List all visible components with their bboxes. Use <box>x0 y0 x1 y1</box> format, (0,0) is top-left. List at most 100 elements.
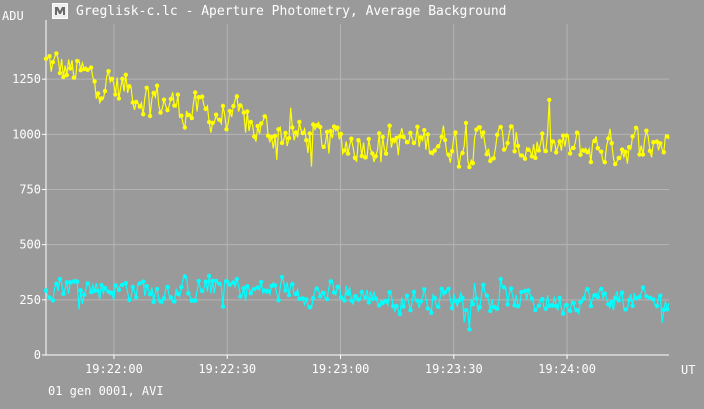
yellow-point <box>141 112 146 117</box>
cyan-point <box>498 277 503 282</box>
cyan-point <box>71 279 77 284</box>
yellow-point <box>290 125 295 130</box>
cyan-point <box>560 311 566 316</box>
cyan-point <box>602 291 607 296</box>
yellow-point <box>304 138 309 143</box>
yellow-point <box>470 161 476 166</box>
yellow-point <box>626 144 632 150</box>
yellow-point <box>300 130 305 136</box>
series-yellow <box>43 51 670 170</box>
cyan-point <box>394 303 399 309</box>
yellow-point <box>193 90 198 95</box>
cyan-point <box>585 287 590 292</box>
cyan-point <box>446 286 451 291</box>
yellow-point <box>50 59 56 65</box>
cyan-point <box>536 303 541 308</box>
yellow-point <box>651 140 656 145</box>
cyan-point <box>564 302 569 308</box>
yellow-point <box>505 140 510 146</box>
cyan-point <box>193 298 198 303</box>
yellow-point <box>95 91 101 96</box>
cyan-point <box>383 298 389 304</box>
cyan-point <box>581 296 587 301</box>
cyan-point <box>335 284 340 290</box>
cyan-point <box>519 289 524 295</box>
cyan-point <box>252 287 257 292</box>
yellow-point <box>564 133 569 138</box>
cyan-point <box>75 279 80 284</box>
cyan-point <box>397 311 403 317</box>
cyan-point <box>647 295 653 300</box>
cyan-point <box>460 295 465 301</box>
cyan-point <box>99 283 104 288</box>
cyan-point <box>578 299 583 305</box>
yellow-point <box>456 164 462 169</box>
cyan-point <box>380 300 385 306</box>
yellow-point <box>366 136 371 142</box>
yellow-point <box>495 132 500 137</box>
cyan-point <box>231 280 236 285</box>
cyan-point <box>182 274 187 279</box>
yellow-point <box>418 135 423 140</box>
cyan-point <box>175 291 181 296</box>
yellow-point <box>338 131 344 137</box>
yellow-point <box>619 147 625 152</box>
yellow-point <box>394 135 399 141</box>
yellow-point <box>116 96 122 101</box>
cyan-point <box>495 306 500 311</box>
cyan-point <box>554 303 559 309</box>
cyan-point <box>626 297 632 303</box>
yellow-point <box>425 132 430 137</box>
yellow-point <box>567 151 573 156</box>
yellow-point <box>168 96 174 102</box>
yellow-point <box>581 148 587 153</box>
yellow-point <box>220 103 226 109</box>
y-axis-unit-label: ADU <box>2 9 24 23</box>
yellow-point <box>477 125 482 130</box>
cyan-point <box>505 302 510 307</box>
yellow-point <box>206 119 212 125</box>
yellow-point <box>234 94 240 99</box>
yellow-point <box>78 68 83 73</box>
cyan-point <box>102 285 108 291</box>
yellow-point <box>231 103 236 109</box>
yellow-point <box>446 152 451 157</box>
cyan-point <box>439 286 444 292</box>
yellow-point <box>203 106 208 112</box>
yellow-point <box>588 159 594 165</box>
tick-labels-layer: 0 250 500 750 1000 1250 19:22:00 19:22:30 19:23:… <box>12 72 596 376</box>
x-tick-label: 19:23:30 <box>425 362 483 376</box>
yellow-point <box>47 54 52 59</box>
yellow-point <box>609 141 614 146</box>
x-tick-label: 19:23:00 <box>312 362 370 376</box>
cyan-point <box>50 298 56 303</box>
y-tick-label: 1000 <box>12 127 41 141</box>
yellow-point <box>172 103 177 108</box>
yellow-point <box>453 130 458 135</box>
y-tick-label: 0 <box>34 348 41 362</box>
yellow-point <box>519 153 524 158</box>
yellow-point <box>88 65 94 70</box>
yellow-point <box>436 144 441 149</box>
yellow-point <box>533 155 538 161</box>
yellow-point <box>345 151 351 156</box>
cyan-point <box>196 278 201 284</box>
cyan-point <box>408 308 413 313</box>
yellow-point <box>318 124 323 130</box>
cyan-point <box>262 288 267 293</box>
cyan-point <box>352 294 358 299</box>
yellow-point <box>331 124 337 129</box>
yellow-point <box>370 151 375 156</box>
yellow-point <box>640 152 646 157</box>
yellow-point <box>64 72 70 78</box>
cyan-point <box>418 299 423 304</box>
yellow-point <box>616 155 621 161</box>
yellow-point <box>106 69 111 74</box>
yellow-point <box>623 149 628 154</box>
cyan-point <box>373 296 378 301</box>
cyan-point <box>116 287 122 292</box>
cyan-point <box>488 308 493 314</box>
yellow-point <box>508 124 514 129</box>
cyan-point <box>356 297 361 302</box>
yellow-point <box>82 66 87 72</box>
